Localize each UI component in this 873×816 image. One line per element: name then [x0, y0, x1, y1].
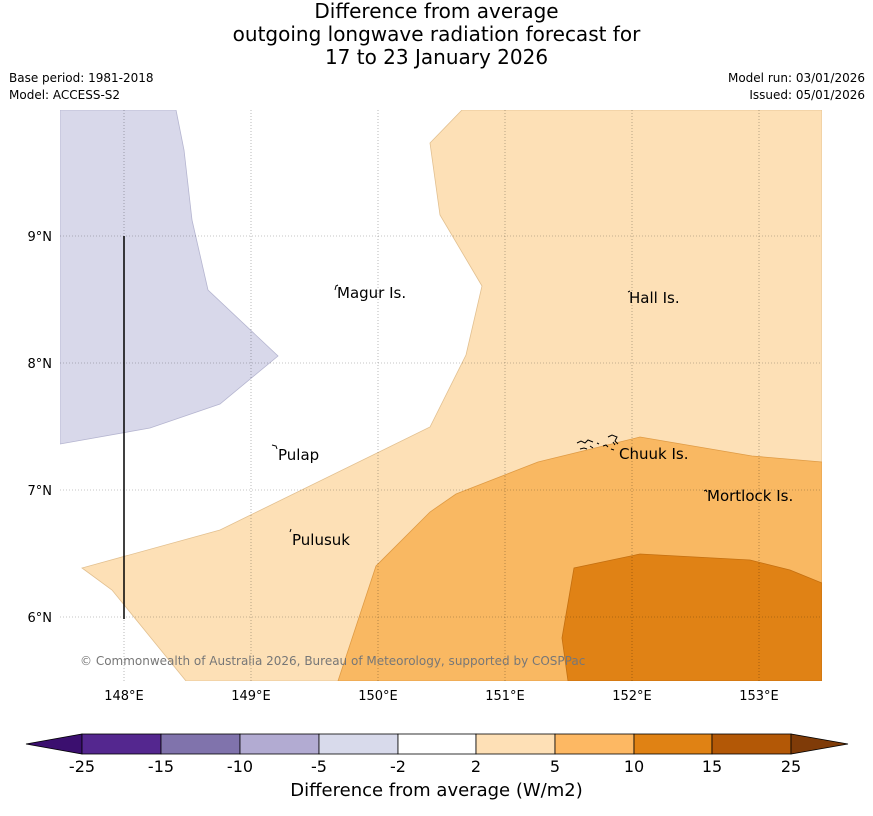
- colorbar-tick-2: 2: [471, 757, 481, 776]
- colorbar-bin-2: [160, 733, 241, 755]
- colorbar-tick-minus10: -10: [227, 757, 253, 776]
- colorbar-arrow-right: [790, 733, 849, 755]
- map-area: Magur Is. Hall Is. Pulap Chuuk Is. Mortl…: [60, 110, 822, 681]
- colorbar: -25 -15 -10 -5 -2 2 5 10 15 25: [25, 733, 849, 776]
- chuuk-lagoon-shape: [576, 434, 619, 451]
- lon-label-151e: 151°E: [485, 689, 525, 704]
- meta-right: Model run: 03/01/2026 Issued: 05/01/2026: [728, 70, 865, 104]
- label-magur: Magur Is.: [337, 284, 406, 302]
- colorbar-tick-25: 25: [781, 757, 801, 776]
- colorbar-bin-1: [81, 733, 162, 755]
- hall-island-shape: [627, 290, 631, 293]
- lon-label-153e: 153°E: [739, 689, 779, 704]
- pulap-island-shape: [271, 444, 278, 450]
- lon-label-149e: 149°E: [231, 689, 271, 704]
- contour-neg-region: [60, 110, 279, 445]
- colorbar-tick-minus2: -2: [390, 757, 406, 776]
- colorbar-bin-9: [711, 733, 792, 755]
- lat-label-9n: 9°N: [28, 230, 53, 245]
- model-run-text: Model run: 03/01/2026: [727, 71, 865, 85]
- lon-label-152e: 152°E: [612, 689, 652, 704]
- colorbar-bin-3: [239, 733, 320, 755]
- title-line-3: 17 to 23 January 2026: [324, 45, 549, 69]
- lat-label-8n: 8°N: [28, 357, 53, 372]
- colorbar-tick-minus25: -25: [69, 757, 95, 776]
- lon-label-150e: 150°E: [358, 689, 398, 704]
- label-pulusuk: Pulusuk: [292, 531, 350, 549]
- lon-axis: 148°E 149°E 150°E 151°E 152°E 153°E: [104, 689, 779, 704]
- lat-axis: 9°N 8°N 7°N 6°N: [28, 230, 53, 626]
- lat-label-7n: 7°N: [28, 484, 53, 499]
- colorbar-tick-5: 5: [550, 757, 560, 776]
- pulusuk-island-shape: [289, 528, 292, 533]
- contour-10-15-region: [561, 553, 822, 681]
- base-period-text: Base period: 1981-2018: [9, 71, 154, 85]
- label-hall: Hall Is.: [629, 289, 680, 307]
- lat-label-6n: 6°N: [28, 611, 53, 626]
- colorbar-tick-10: 10: [624, 757, 644, 776]
- colorbar-arrow-left: [25, 733, 83, 755]
- copyright-text: © Commonwealth of Australia 2026, Bureau…: [80, 654, 585, 668]
- chart-title: Difference from average outgoing longwav…: [0, 0, 873, 69]
- colorbar-bin-8: [633, 733, 713, 755]
- model-text: Model: ACCESS-S2: [9, 88, 121, 102]
- label-chuuk: Chuuk Is.: [619, 445, 688, 463]
- title-line-2: outgoing longwave radiation forecast for: [232, 22, 641, 46]
- magur-island-shape: [334, 284, 339, 291]
- colorbar-bin-4: [318, 733, 399, 755]
- colorbar-tick-minus15: -15: [148, 757, 174, 776]
- label-mortlock: Mortlock Is.: [707, 487, 793, 505]
- lon-label-148e: 148°E: [104, 689, 144, 704]
- colorbar-bin-7: [554, 733, 635, 755]
- mortlock-island-shape: [703, 489, 708, 493]
- colorbar-title: Difference from average (W/m2): [290, 780, 583, 801]
- meta-left: Base period: 1981-2018 Model: ACCESS-S2: [9, 70, 154, 104]
- colorbar-bin-5: [397, 733, 477, 755]
- colorbar-tick-minus5: -5: [311, 757, 327, 776]
- title-line-1: Difference from average: [314, 0, 559, 23]
- issued-text: Issued: 05/01/2026: [749, 88, 865, 102]
- colorbar-bin-6: [475, 733, 556, 755]
- label-pulap: Pulap: [278, 446, 319, 464]
- island-outlines: [271, 284, 708, 533]
- colorbar-tick-15: 15: [702, 757, 722, 776]
